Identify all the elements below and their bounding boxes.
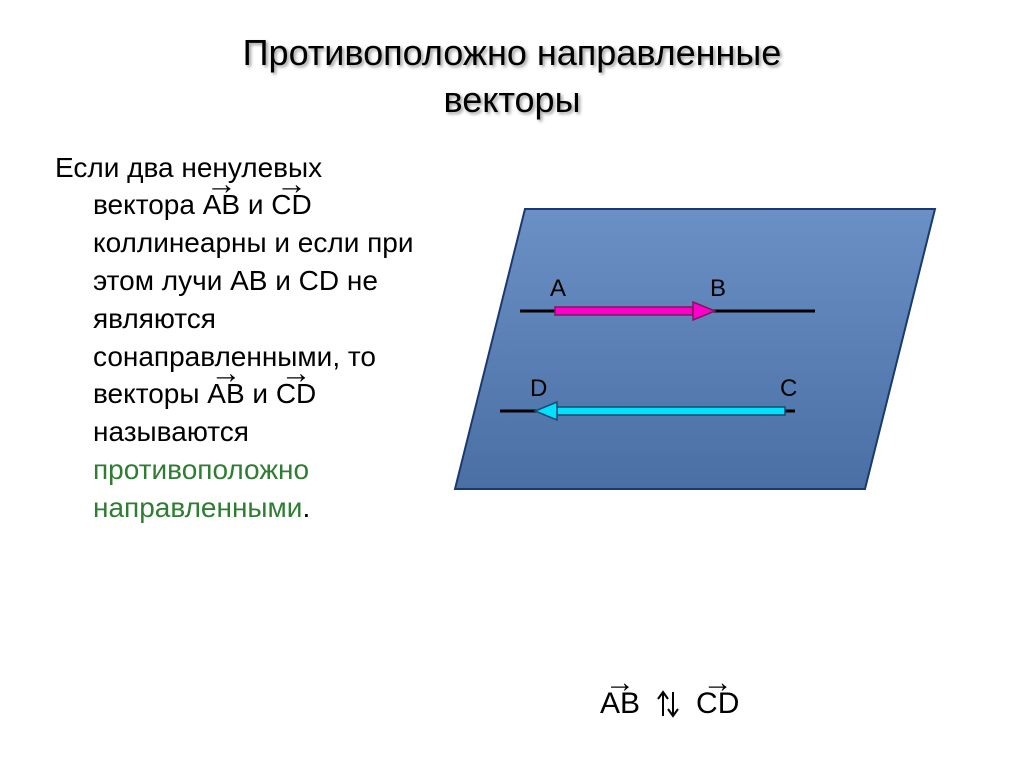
arrow-icon: → [696,666,739,700]
arrow-icon: → [271,163,311,205]
vector-cd-inline2: →CD [276,375,316,413]
para-line2: вектора →AB и →CD [55,186,445,224]
title-line1: Противоположно направленные [243,32,782,73]
page-title: Противоположно направленные векторы [0,0,1024,124]
para-line8: называются [55,413,445,451]
label-b: B [710,275,726,302]
label-a: A [550,275,566,302]
label-c: C [780,375,797,402]
para-line9: противоположно [55,451,445,489]
arrow-icon: → [600,666,640,700]
arrow-icon: → [203,163,240,205]
para-line5: являются [55,300,445,338]
vector-diagram: A B C D [445,199,955,509]
para-line10: направленными. [55,489,445,527]
vector-ab-inline: →AB [203,186,240,224]
antiparallel-notation: → AB → CD [600,686,739,722]
diagram-area: A B C D [445,149,984,527]
definition-text: Если два ненулевых вектора →AB и →CD кол… [55,149,445,527]
vector-ab-inline2: →AB [207,375,244,413]
para-line4: этом лучи AB и CD не [55,262,445,300]
antiparallel-icon [650,686,686,722]
vector-cd-inline: →CD [271,186,311,224]
plane-shape [455,209,935,489]
title-line2: векторы [444,79,581,120]
notation-vec-cd: → CD [696,687,739,721]
para-line6: сонаправленными, то [55,338,445,376]
arrow-icon: → [276,352,316,394]
notation-vec-ab: → AB [600,687,640,721]
arrow-icon: → [207,352,244,394]
label-d: D [530,375,547,402]
content-area: Если два ненулевых вектора →AB и →CD кол… [0,124,1024,527]
para-line3: коллинеарны и если при [55,224,445,262]
para-line1: Если два ненулевых [55,149,445,187]
para-line7: векторы →AB и →CD [55,375,445,413]
